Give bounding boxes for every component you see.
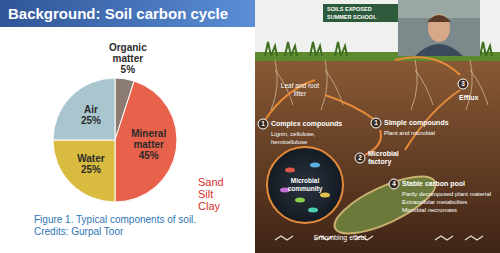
html-text:Credits: Gurpal Toor: Credits: Gurpal Toor bbox=[34, 226, 124, 237]
svg-text:Lignin, cellulose,hemicellulos: Lignin, cellulose,hemicellulose bbox=[271, 131, 316, 145]
svg-text:Water25%: Water25% bbox=[77, 153, 105, 175]
html-text:Figure 1. Typical components o: Figure 1. Typical components of soil. bbox=[34, 214, 197, 225]
svg-text:Organicmatter5%: Organicmatter5% bbox=[109, 42, 147, 75]
svg-text:1: 1 bbox=[261, 120, 265, 127]
html-text:Sand: Sand bbox=[198, 176, 224, 188]
svg-text:2: 2 bbox=[358, 154, 362, 161]
svg-text:Partly decomposed plant materi: Partly decomposed plant materialExtracel… bbox=[402, 191, 491, 213]
svg-text:Air25%: Air25% bbox=[81, 104, 101, 126]
svg-text:SOILS EXPOSED: SOILS EXPOSED bbox=[327, 6, 372, 12]
svg-text:3: 3 bbox=[461, 80, 465, 87]
svg-text:Microbialfactory: Microbialfactory bbox=[368, 150, 399, 166]
svg-text:Plant and microbial: Plant and microbial bbox=[384, 130, 435, 136]
svg-text:4: 4 bbox=[392, 180, 396, 187]
svg-text:Entombing effect: Entombing effect bbox=[314, 234, 366, 242]
html-text:Silt: Silt bbox=[198, 188, 214, 200]
svg-text:Efflux: Efflux bbox=[459, 94, 479, 101]
svg-text:Stable carbon pool: Stable carbon pool bbox=[402, 180, 465, 188]
svg-text:Microbialcommunity: Microbialcommunity bbox=[288, 177, 323, 193]
svg-text:Simple compounds: Simple compounds bbox=[384, 119, 449, 127]
svg-text:Leaf and rootlitter: Leaf and rootlitter bbox=[281, 82, 320, 97]
html-text:Clay: Clay bbox=[198, 200, 220, 212]
svg-text:SUMMER SCHOOL: SUMMER SCHOOL bbox=[327, 14, 377, 20]
html-text:Background: Soil carbon cycle: Background: Soil carbon cycle bbox=[8, 5, 229, 22]
svg-text:1: 1 bbox=[374, 119, 378, 126]
svg-text:Mineralmatter45%: Mineralmatter45% bbox=[131, 128, 166, 161]
svg-text:Complex compounds: Complex compounds bbox=[271, 120, 342, 128]
